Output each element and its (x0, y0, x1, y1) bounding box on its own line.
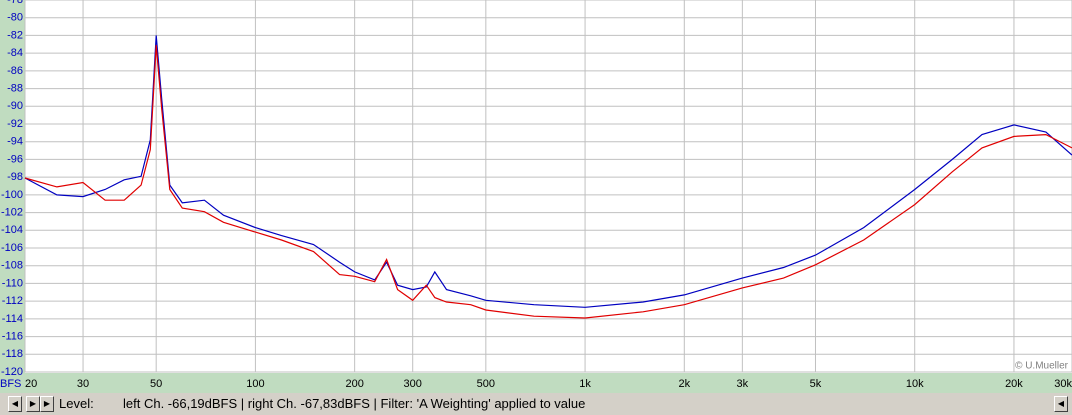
x-tick-label: 3k (737, 378, 749, 390)
scroll-right-2[interactable]: ▶ (40, 396, 54, 412)
x-tick-label: 30k (1054, 378, 1072, 390)
x-tick-label: 30 (77, 378, 89, 390)
y-tick-label: -86 (7, 65, 23, 77)
x-tick-label: 100 (246, 378, 264, 390)
copyright: © U.Mueller (1015, 361, 1069, 372)
y-tick-label: -108 (1, 260, 23, 272)
y-unit: BFS (0, 378, 21, 390)
x-axis-strip (0, 373, 1072, 393)
series-line (24, 45, 1072, 319)
y-tick-label: -90 (7, 100, 23, 112)
y-tick-label: -116 (2, 330, 23, 342)
y-tick-label: -106 (1, 242, 23, 254)
x-tick-label: 200 (345, 378, 363, 390)
x-tick-label: 20k (1005, 378, 1023, 390)
y-tick-label: -120 (1, 366, 23, 378)
y-tick-label: -84 (7, 47, 23, 59)
x-tick-label: 20 (25, 378, 37, 390)
scroll-right[interactable]: ▶ (26, 396, 40, 412)
x-tick-label: 10k (906, 378, 924, 390)
status-text: left Ch. -66,19dBFS | right Ch. -67,83dB… (123, 396, 586, 411)
y-tick-label: -98 (7, 171, 23, 183)
y-tick-label: -100 (1, 189, 23, 201)
x-tick-label: 2k (678, 378, 690, 390)
y-tick-label: -118 (2, 348, 23, 360)
status-bar: ◀ ▶ ▶ Level: left Ch. -66,19dBFS | right… (0, 393, 1072, 415)
y-tick-label: -92 (7, 118, 23, 130)
y-tick-label: -112 (2, 295, 23, 307)
scroll-end[interactable]: ◀ (1054, 396, 1068, 412)
x-tick-label: 5k (810, 378, 822, 390)
status-label: Level: (59, 396, 94, 411)
y-tick-label: -78 (7, 0, 23, 6)
y-tick-label: -80 (7, 12, 23, 24)
plot-area (25, 0, 1072, 373)
y-tick-label: -104 (1, 224, 23, 236)
y-tick-label: -102 (1, 206, 23, 218)
chart: BFS © U.Mueller -120 -118 -116 -114 -112 -110… (0, 0, 1072, 393)
scroll-left[interactable]: ◀ (8, 396, 22, 412)
x-tick-label: 500 (477, 378, 495, 390)
x-tick-label: 300 (404, 378, 422, 390)
x-tick-label: 1k (579, 378, 591, 390)
y-tick-label: -110 (2, 277, 23, 289)
y-tick-label: -88 (7, 82, 23, 94)
y-tick-label: -96 (7, 153, 23, 165)
y-tick-label: -82 (7, 29, 23, 41)
y-tick-label: -114 (2, 313, 23, 325)
y-tick-label: -94 (7, 136, 23, 148)
x-tick-label: 50 (150, 378, 162, 390)
y-axis-strip (0, 0, 25, 393)
